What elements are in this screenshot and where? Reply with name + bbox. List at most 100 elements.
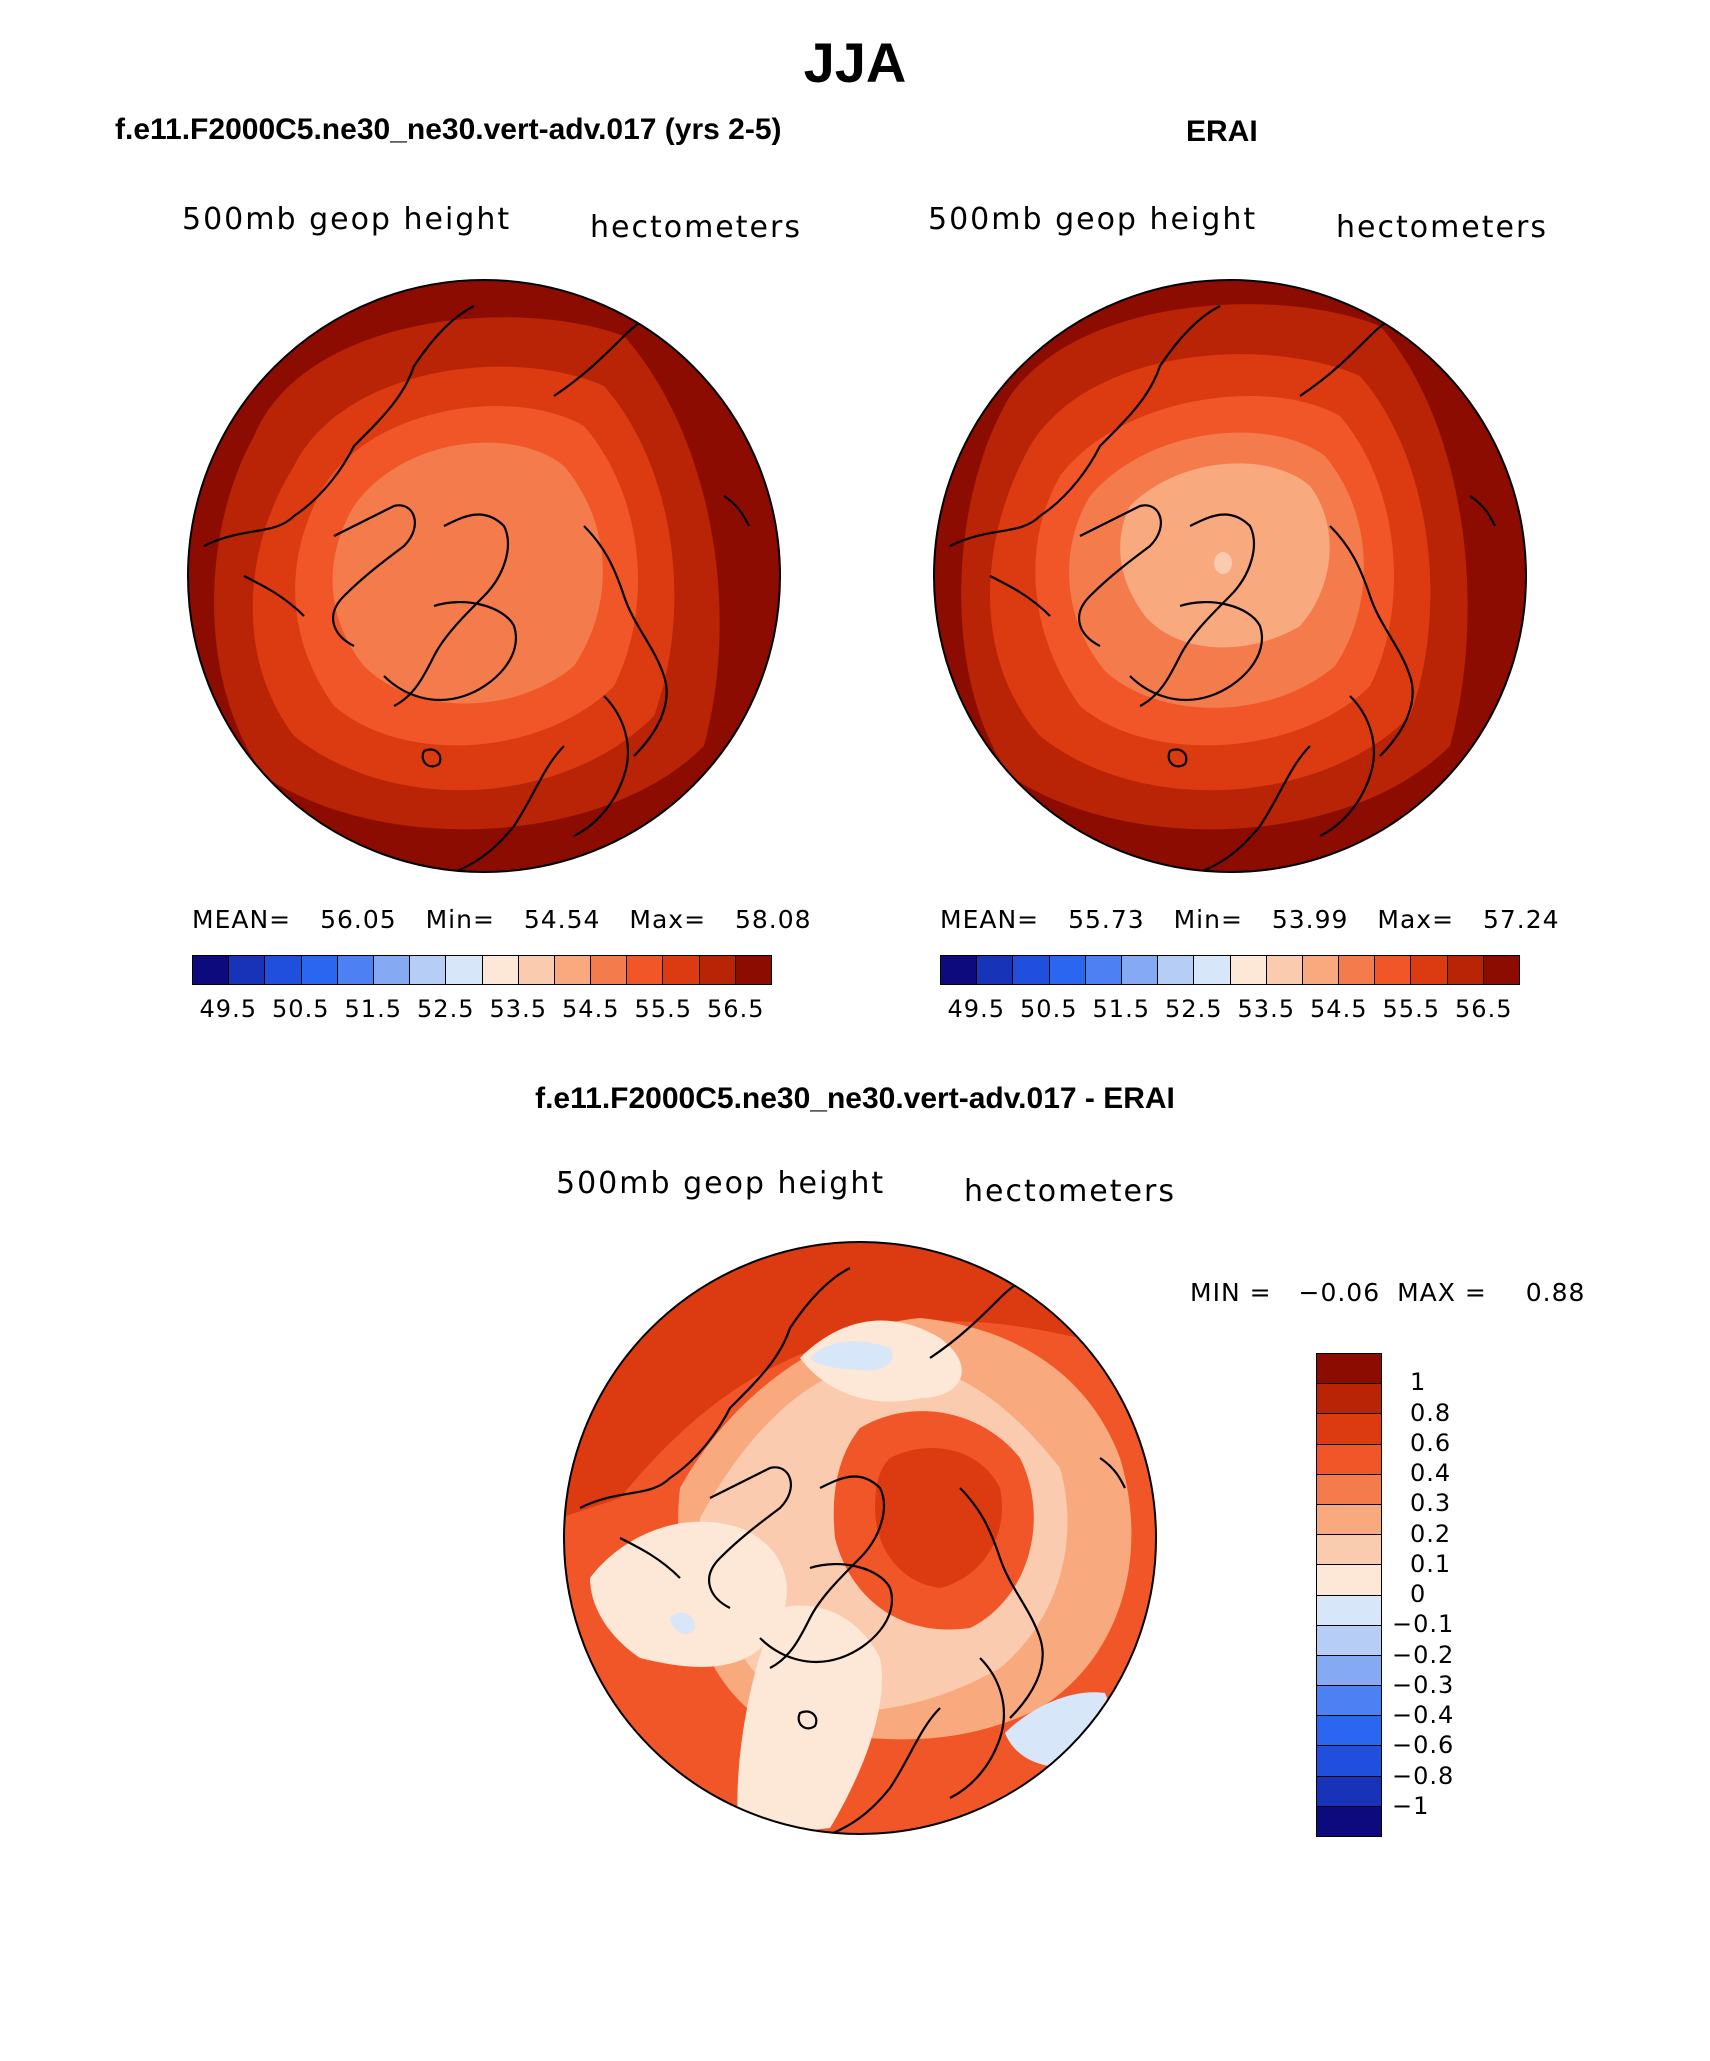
model-colorbar-swatch: [591, 956, 628, 984]
obs-tick-label: 53.5: [1237, 995, 1295, 1023]
obs-colorbar-swatch: [977, 956, 1014, 984]
model-tick-label: 51.5: [344, 995, 402, 1023]
obs-colorbar-swatch: [1411, 956, 1448, 984]
diff-tick-label: 0.4: [1410, 1459, 1452, 1487]
diff-max-label: MAX =: [1397, 1278, 1487, 1307]
obs-tick-label: 52.5: [1165, 995, 1223, 1023]
model-tick-label: 55.5: [634, 995, 692, 1023]
obs-colorbar: [940, 955, 1520, 985]
model-tick-label: 54.5: [562, 995, 620, 1023]
diff-tick-label: −0.6: [1392, 1731, 1455, 1760]
model-colorbar-swatch: [229, 956, 266, 984]
diff-max-value: 0.88: [1525, 1278, 1586, 1307]
obs-colorbar-swatch: [1085, 956, 1122, 984]
diff-colorbar-swatch: [1317, 1655, 1381, 1687]
obs-colorbar-swatch: [1158, 956, 1195, 984]
model-colorbar: [192, 955, 772, 985]
obs-colorbar-swatch: [1194, 956, 1231, 984]
diff-min-value: −0.06: [1298, 1278, 1381, 1307]
model-colorbar-swatch: [193, 956, 230, 984]
model-tick-label: 56.5: [707, 995, 765, 1023]
diff-tick-label: 0.6: [1410, 1428, 1452, 1457]
obs-colorbar-swatch: [1339, 956, 1376, 984]
obs-panel-title: ERAI: [1186, 115, 1258, 148]
model-colorbar-swatch: [518, 956, 555, 984]
diff-colorbar-swatch: [1317, 1595, 1381, 1626]
diff-tick-label: −0.1: [1392, 1610, 1455, 1639]
model-colorbar-swatch: [663, 956, 700, 984]
obs-min-label: Min=: [1173, 905, 1243, 934]
diff-colorbar-swatch: [1317, 1414, 1381, 1445]
diff-colorbar-swatch: [1317, 1354, 1381, 1385]
model-polar-map: [187, 279, 781, 873]
obs-tick-label: 54.5: [1310, 995, 1368, 1023]
diff-colorbar-swatch: [1317, 1535, 1381, 1566]
diff-tick-label: 0.8: [1410, 1398, 1452, 1427]
model-colorbar-swatch: [482, 956, 519, 984]
diff-tick-label: 0.3: [1410, 1489, 1452, 1518]
obs-tick-label: 50.5: [1020, 995, 1078, 1023]
model-min-value: 54.54: [523, 905, 601, 934]
diff-colorbar-swatch: [1317, 1504, 1381, 1536]
diff-tick-label: −0.4: [1392, 1701, 1455, 1729]
model-stats: MEAN= 56.05 Min= 54.54 Max= 58.08: [192, 905, 812, 934]
obs-polar-map: [933, 279, 1527, 873]
model-colorbar-swatch: [446, 956, 483, 984]
model-mean-label: MEAN=: [192, 905, 292, 934]
obs-colorbar-swatch: [1013, 956, 1050, 984]
diff-tick-label: 0.2: [1410, 1519, 1452, 1548]
model-colorbar-swatch: [301, 956, 338, 984]
obs-colorbar-swatch: [1121, 956, 1159, 984]
model-max-label: Max=: [629, 905, 707, 934]
diff-tick-label: −0.2: [1392, 1640, 1455, 1669]
model-colorbar-swatch: [410, 956, 447, 984]
model-mean-value: 56.05: [320, 905, 397, 934]
diff-colorbar: [1316, 1353, 1382, 1837]
model-variable-label: 500mb geop height: [182, 202, 512, 237]
diff-units-label: hectometers: [964, 1174, 1176, 1209]
diff-panel-title: f.e11.F2000C5.ne30_ne30.vert-adv.017 - E…: [535, 1082, 1175, 1115]
obs-min-value: 53.99: [1271, 905, 1349, 934]
obs-colorbar-swatch: [1266, 956, 1303, 984]
diff-colorbar-swatch: [1317, 1625, 1381, 1656]
model-colorbar-swatch: [554, 956, 592, 984]
obs-colorbar-swatch: [1230, 956, 1267, 984]
model-tick-label: 49.5: [199, 995, 257, 1023]
diff-colorbar-swatch: [1317, 1686, 1381, 1717]
diff-tick-label: 1: [1410, 1368, 1427, 1397]
diff-polar-map: [563, 1241, 1157, 1835]
diff-tick-label: −0.8: [1392, 1761, 1455, 1790]
obs-mean-value: 55.73: [1068, 905, 1145, 934]
diff-colorbar-swatch: [1317, 1384, 1381, 1415]
obs-colorbar-swatch: [1447, 956, 1484, 984]
diff-min-label: MIN =: [1190, 1278, 1272, 1307]
obs-tick-label: 55.5: [1382, 995, 1440, 1023]
model-colorbar-swatch: [337, 956, 374, 984]
model-colorbar-swatch: [699, 956, 736, 984]
obs-colorbar-swatch: [1483, 956, 1519, 984]
model-colorbar-swatch: [735, 956, 771, 984]
diff-colorbar-swatch: [1317, 1474, 1381, 1505]
model-colorbar-swatch: [265, 956, 302, 984]
obs-mean-label: MEAN=: [940, 905, 1040, 934]
model-panel-title: f.e11.F2000C5.ne30_ne30.vert-adv.017 (yr…: [115, 113, 782, 146]
obs-max-value: 57.24: [1483, 905, 1560, 934]
model-max-value: 58.08: [735, 905, 812, 934]
diff-tick-label: 0.1: [1410, 1549, 1452, 1578]
obs-max-label: Max=: [1377, 905, 1455, 934]
diff-stats: MIN = −0.06 MAX = 0.88: [1190, 1278, 1585, 1307]
diff-tick-label: −0.3: [1392, 1670, 1455, 1699]
diff-variable-label: 500mb geop height: [556, 1166, 886, 1201]
obs-stats: MEAN= 55.73 Min= 53.99 Max= 57.24: [940, 905, 1560, 934]
model-tick-label: 50.5: [272, 995, 330, 1023]
obs-colorbar-swatch: [1049, 956, 1086, 984]
diff-colorbar-swatch: [1317, 1776, 1381, 1807]
model-min-label: Min=: [425, 905, 495, 934]
obs-tick-label: 56.5: [1455, 995, 1513, 1023]
model-units-label: hectometers: [590, 210, 802, 245]
obs-tick-label: 51.5: [1092, 995, 1150, 1023]
obs-units-label: hectometers: [1336, 210, 1548, 245]
diff-tick-label: −1: [1392, 1791, 1430, 1820]
model-tick-label: 52.5: [417, 995, 475, 1023]
obs-variable-label: 500mb geop height: [928, 202, 1258, 237]
